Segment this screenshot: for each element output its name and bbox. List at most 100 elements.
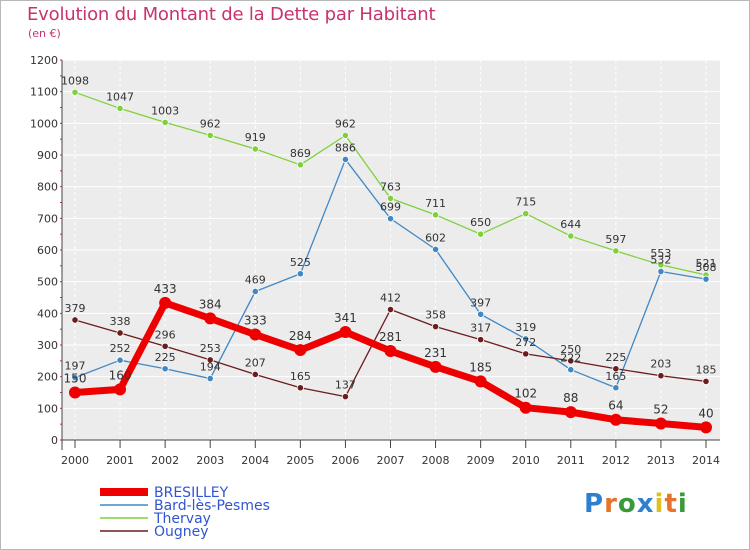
data-label-ougney: 165 [290,370,311,383]
data-label-thervay: 711 [425,197,446,210]
y-tick-label: 1200 [30,54,58,67]
data-point-bresilley [654,417,667,430]
x-tick-label: 2012 [602,454,630,467]
y-tick-label: 600 [37,244,58,257]
data-point-bard-l-s-pesmes [657,267,665,276]
data-label-ougney: 317 [470,322,491,335]
logo-letter: i [677,489,688,519]
data-point-ougney [431,323,440,331]
data-label-bresilley: 384 [199,297,222,311]
x-tick-label: 2003 [196,454,224,467]
data-point-bard-l-s-pesmes [206,374,214,383]
y-tick-label: 300 [37,339,58,352]
data-label-bard-l-s-pesmes: 469 [245,273,266,286]
data-label-bard-l-s-pesmes: 222 [560,352,581,365]
x-tick-label: 2014 [692,454,720,467]
data-point-ougney [341,393,350,401]
y-tick-label: 1000 [30,117,58,130]
data-point-bresilley [564,406,577,419]
data-label-bard-l-s-pesmes: 397 [470,296,491,309]
data-point-bard-l-s-pesmes [296,270,304,278]
data-point-bard-l-s-pesmes [477,310,485,318]
data-point-ougney [522,350,530,358]
data-label-thervay: 869 [290,147,311,160]
data-label-bresilley: 231 [424,346,447,360]
data-point-bresilley [474,375,487,388]
logo-letter: o [617,489,637,519]
x-tick-label: 2009 [467,454,495,467]
x-tick-label: 2011 [557,454,585,467]
data-point-thervay [612,247,620,255]
data-point-ougney [116,329,124,337]
data-label-thervay: 644 [560,218,581,231]
data-label-bresilley: 284 [289,329,312,343]
data-point-bard-l-s-pesmes [386,215,395,223]
data-point-thervay [522,209,530,218]
data-label-bard-l-s-pesmes: 252 [110,342,131,355]
data-point-bresilley [69,386,81,399]
data-label-thervay: 763 [380,180,401,193]
data-label-ougney: 203 [650,358,671,371]
data-point-bresilley [114,383,127,396]
data-point-bard-l-s-pesmes [71,374,79,382]
data-point-thervay [567,232,575,240]
data-point-bard-l-s-pesmes [161,365,169,373]
data-label-thervay: 650 [470,216,491,229]
data-label-ougney: 338 [110,315,131,328]
y-tick-label: 100 [37,402,58,415]
data-label-bard-l-s-pesmes: 194 [200,361,221,374]
data-label-bard-l-s-pesmes: 525 [290,256,311,269]
data-point-ougney [206,356,214,364]
data-label-ougney: 412 [380,292,401,305]
data-point-bresilley [384,345,397,358]
data-point-ougney [161,342,169,350]
data-label-ougney: 207 [245,356,266,369]
proxiti-logo: Proxiti [584,489,688,519]
data-label-thervay: 962 [335,117,356,130]
data-point-ougney [71,316,79,324]
legend-label-bard-l-s-pesmes: Bard-lès-Pesmes [154,498,270,514]
data-label-bresilley: 64 [608,399,623,413]
data-point-bard-l-s-pesmes [431,245,440,253]
data-label-bresilley: 185 [469,360,492,374]
x-tick-label: 2000 [61,454,89,467]
data-label-bresilley: 40 [698,406,713,420]
legend-label-ougney: Ougney [154,524,209,540]
data-label-thervay: 553 [650,247,671,260]
data-point-thervay [477,230,485,238]
data-point-bard-l-s-pesmes [567,366,575,374]
x-tick-label: 2001 [106,454,134,467]
x-tick-label: 2010 [512,454,540,467]
logo-letter: t [664,489,678,519]
y-tick-label: 1100 [30,86,58,99]
data-label-bard-l-s-pesmes: 532 [650,254,671,267]
data-label-bard-l-s-pesmes: 197 [65,360,86,373]
data-label-bresilley: 102 [514,387,537,401]
data-point-ougney [296,384,304,392]
data-point-bard-l-s-pesmes [612,384,620,392]
y-tick-label: 500 [37,276,58,289]
legend-label-bresilley: BRESILLEY [154,485,229,501]
data-point-bresilley [159,296,172,309]
x-tick-label: 2008 [422,454,450,467]
logo-letter: r [604,489,618,519]
data-label-bard-l-s-pesmes: 886 [335,141,356,154]
data-label-bard-l-s-pesmes: 508 [696,261,717,274]
data-label-ougney: 296 [155,328,176,341]
data-label-bresilley: 150 [64,372,87,386]
data-point-ougney [251,370,259,379]
x-tick-label: 2005 [286,454,314,467]
data-label-bard-l-s-pesmes: 319 [515,321,536,334]
y-tick-label: 200 [37,371,58,384]
data-point-thervay [431,211,440,219]
legend-label-thervay: Thervay [153,511,211,527]
data-label-thervay: 1098 [61,74,89,87]
chart-title: Evolution du Montant de la Dette par Hab… [27,4,436,25]
data-label-bresilley: 333 [244,314,267,328]
data-label-thervay: 715 [515,196,536,209]
y-tick-label: 800 [37,181,58,194]
data-point-thervay [116,104,124,113]
data-label-bresilley: 52 [653,403,668,417]
data-point-bard-l-s-pesmes [116,356,124,364]
data-point-thervay [251,145,259,153]
